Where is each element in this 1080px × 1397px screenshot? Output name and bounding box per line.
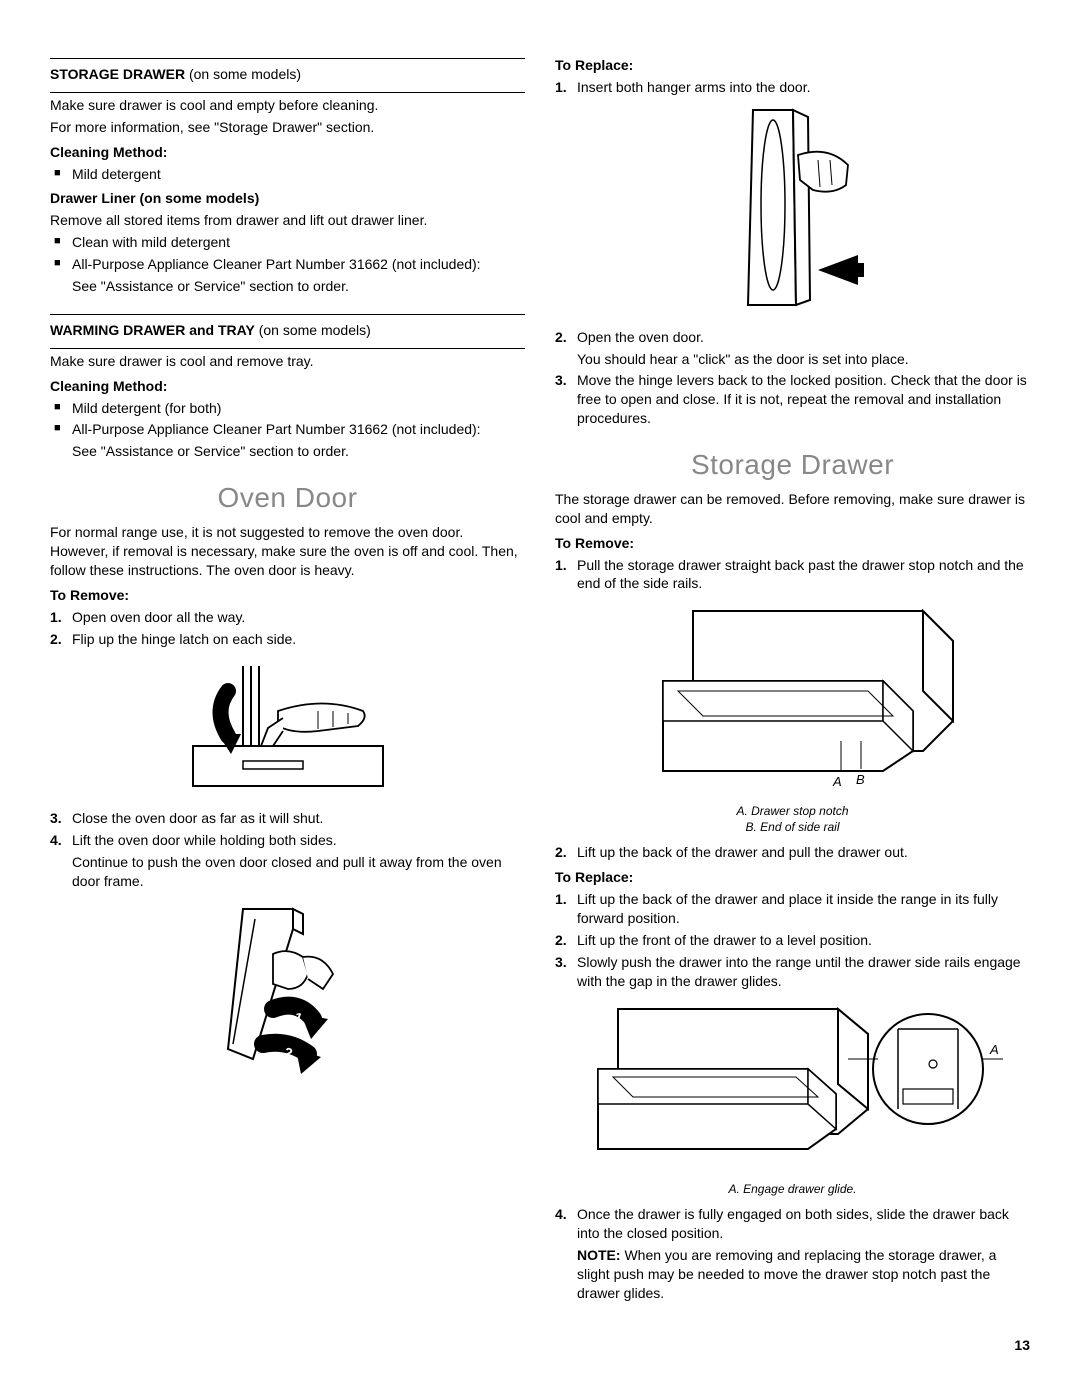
hinge-latch-icon xyxy=(183,656,393,796)
list-item: All-Purpose Appliance Cleaner Part Numbe… xyxy=(50,255,525,296)
drawer-remove-icon: A B xyxy=(623,601,963,791)
oven-door-title: Oven Door xyxy=(50,479,525,517)
sd-replace-list: Lift up the back of the drawer and place… xyxy=(555,890,1030,990)
drawer-remove-figure: A B xyxy=(555,601,1030,796)
replace-list-2: Open the oven door. You should hear a "c… xyxy=(555,328,1030,428)
hinge-latch-figure xyxy=(50,656,525,801)
list-item: Mild detergent xyxy=(50,165,525,184)
list-item: Insert both hanger arms into the door. xyxy=(555,78,1030,97)
warming-cm-head: Cleaning Method: xyxy=(50,377,525,396)
list-item: Lift up the back of the drawer and place… xyxy=(555,890,1030,928)
storage-cm-list: Mild detergent xyxy=(50,165,525,184)
warming-p1: Make sure drawer is cool and remove tray… xyxy=(50,352,525,371)
page-columns: STORAGE DRAWER (on some models) Make sur… xyxy=(50,50,1030,1306)
list-item: Slowly push the drawer into the range un… xyxy=(555,953,1030,991)
list-item: Clean with mild detergent xyxy=(50,233,525,252)
sd-replace-list-2: Once the drawer is fully engaged on both… xyxy=(555,1205,1030,1302)
warming-list: Mild detergent (for both) All-Purpose Ap… xyxy=(50,399,525,462)
list-item-text: Open the oven door. xyxy=(577,329,704,345)
list-item-cont: Continue to push the oven door closed an… xyxy=(72,853,525,891)
list-item: Open the oven door. You should hear a "c… xyxy=(555,328,1030,369)
caption-line: A. Drawer stop notch xyxy=(736,804,848,818)
drawer-glide-icon: A xyxy=(578,999,1008,1169)
list-item: Lift up the back of the drawer and pull … xyxy=(555,843,1030,862)
list-item: Once the drawer is fully engaged on both… xyxy=(555,1205,1030,1302)
svg-text:A: A xyxy=(989,1042,999,1057)
list-item-sub: See "Assistance or Service" section to o… xyxy=(72,442,525,461)
drawer-remove-caption: A. Drawer stop notch B. End of side rail xyxy=(555,804,1030,835)
storage-p1: Make sure drawer is cool and empty befor… xyxy=(50,96,525,115)
storage-p2: For more information, see "Storage Drawe… xyxy=(50,118,525,137)
liner-list: Clean with mild detergent All-Purpose Ap… xyxy=(50,233,525,296)
caption-line: B. End of side rail xyxy=(745,820,839,834)
warming-heading-rest: (on some models) xyxy=(255,322,371,338)
svg-text:B: B xyxy=(856,772,865,787)
svg-text:A: A xyxy=(832,774,842,789)
list-item: Move the hinge levers back to the locked… xyxy=(555,371,1030,428)
replace-list: Insert both hanger arms into the door. xyxy=(555,78,1030,97)
note: NOTE: When you are removing and replacin… xyxy=(577,1246,1030,1303)
oven-door-remove-head: To Remove: xyxy=(50,586,525,605)
replace-head: To Replace: xyxy=(555,56,1030,75)
warming-heading: WARMING DRAWER and TRAY (on some models) xyxy=(50,321,525,340)
list-item: Lift up the front of the drawer to a lev… xyxy=(555,931,1030,950)
door-lift-icon: 1 2 xyxy=(203,899,373,1079)
drawer-liner-head: Drawer Liner (on some models) xyxy=(50,189,525,208)
sd-remove-head: To Remove: xyxy=(555,534,1030,553)
drawer-liner-p: Remove all stored items from drawer and … xyxy=(50,211,525,230)
list-item: Pull the storage drawer straight back pa… xyxy=(555,556,1030,594)
oven-door-remove-list-2: Close the oven door as far as it will sh… xyxy=(50,809,525,891)
door-lift-figure: 1 2 xyxy=(50,899,525,1084)
storage-drawer-heading: STORAGE DRAWER (on some models) xyxy=(50,65,525,84)
hanger-arm-icon xyxy=(718,105,868,315)
cleaning-method-head: Cleaning Method: xyxy=(50,143,525,162)
storage-drawer-heading-rest: (on some models) xyxy=(185,66,301,82)
list-item-text: Lift the oven door while holding both si… xyxy=(72,832,337,848)
sd-remove-list-2: Lift up the back of the drawer and pull … xyxy=(555,843,1030,862)
list-item: Close the oven door as far as it will sh… xyxy=(50,809,525,828)
hanger-arm-figure xyxy=(555,105,1030,320)
drawer-glide-figure: A xyxy=(555,999,1030,1174)
divider xyxy=(50,314,525,315)
list-item: Lift the oven door while holding both si… xyxy=(50,831,525,891)
list-item: Mild detergent (for both) xyxy=(50,399,525,418)
list-item: All-Purpose Appliance Cleaner Part Numbe… xyxy=(50,420,525,461)
right-column: To Replace: Insert both hanger arms into… xyxy=(555,50,1030,1306)
storage-drawer-intro: The storage drawer can be removed. Befor… xyxy=(555,490,1030,528)
sd-remove-list: Pull the storage drawer straight back pa… xyxy=(555,556,1030,594)
oven-door-intro: For normal range use, it is not suggeste… xyxy=(50,523,525,580)
storage-drawer-title: Storage Drawer xyxy=(555,446,1030,484)
left-column: STORAGE DRAWER (on some models) Make sur… xyxy=(50,50,525,1306)
list-item: Flip up the hinge latch on each side. xyxy=(50,630,525,649)
divider xyxy=(50,348,525,349)
warming-heading-bold: WARMING DRAWER and TRAY xyxy=(50,322,255,338)
note-rest: When you are removing and replacing the … xyxy=(577,1247,996,1301)
list-item-sub: See "Assistance or Service" section to o… xyxy=(72,277,525,296)
divider xyxy=(50,92,525,93)
oven-door-remove-list: Open oven door all the way. Flip up the … xyxy=(50,608,525,649)
list-item-cont: You should hear a "click" as the door is… xyxy=(577,350,1030,369)
drawer-glide-caption: A. Engage drawer glide. xyxy=(555,1182,1030,1198)
sd-replace-head: To Replace: xyxy=(555,868,1030,887)
note-bold: NOTE: xyxy=(577,1247,621,1263)
list-item-text: Once the drawer is fully engaged on both… xyxy=(577,1206,1009,1241)
list-item-text: All-Purpose Appliance Cleaner Part Numbe… xyxy=(72,256,481,272)
list-item-text: All-Purpose Appliance Cleaner Part Numbe… xyxy=(72,421,481,437)
page-number: 13 xyxy=(50,1336,1030,1355)
divider xyxy=(50,58,525,59)
storage-drawer-heading-bold: STORAGE DRAWER xyxy=(50,66,185,82)
list-item: Open oven door all the way. xyxy=(50,608,525,627)
